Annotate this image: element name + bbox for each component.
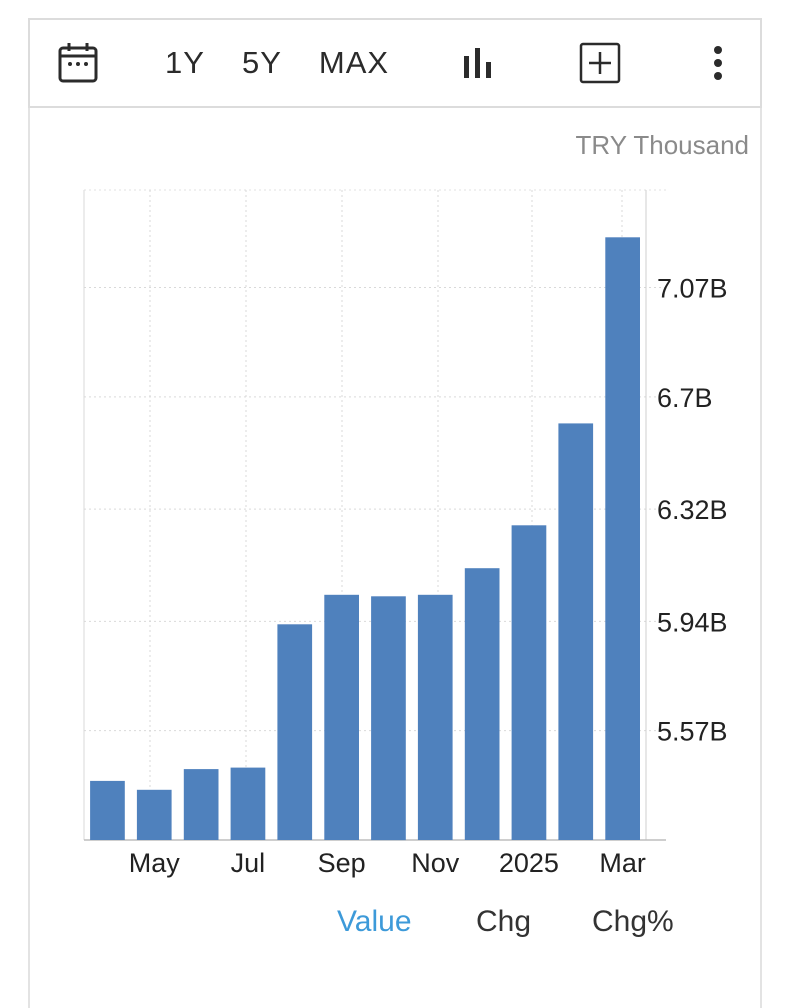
plus-box-icon[interactable] — [578, 20, 622, 106]
bars — [90, 237, 640, 841]
bar-dec-2024 — [464, 568, 500, 840]
bar-mar-2025 — [605, 237, 640, 841]
bar-chart-icon[interactable] — [458, 20, 498, 106]
bar-jul-2024 — [230, 767, 266, 840]
x-tick-label: May — [129, 848, 181, 878]
y-tick-label: 7.07B — [657, 274, 728, 304]
y-tick-label: 6.7B — [657, 383, 713, 413]
bar-apr-2024 — [90, 780, 125, 840]
bar-feb-2025 — [558, 423, 594, 840]
bar-oct-2024 — [371, 596, 406, 841]
x-axis-ticks: May Jul Sep Nov 2025 Mar — [129, 848, 646, 878]
tab-chg-percent[interactable]: Chg% — [592, 905, 674, 938]
bar-jan-2025 — [511, 525, 547, 840]
y-tick-label: 6.32B — [657, 495, 728, 525]
x-tick-label: 2025 — [499, 848, 559, 878]
unit-label: TRY Thousand — [575, 130, 749, 160]
x-tick-label: Mar — [599, 848, 646, 878]
tab-value[interactable]: Value — [337, 905, 412, 938]
y-tick-label: 5.94B — [657, 607, 728, 637]
bar-chart: 5.57B 5.94B 6.32B 6.7B 7.07B May Jul Sep Nov 202… — [83, 189, 728, 878]
range-1y-button[interactable]: 1Y — [165, 45, 205, 80]
y-axis-ticks: 5.57B 5.94B 6.32B 6.7B 7.07B — [657, 274, 728, 747]
bar-may-2024 — [136, 789, 172, 840]
bar-sep-2024 — [324, 594, 359, 840]
tab-chg[interactable]: Chg — [476, 905, 532, 938]
bar-nov-2024 — [417, 594, 453, 840]
more-vertical-icon[interactable] — [698, 20, 738, 106]
chart-toolbar: 1Y 5Y MAX — [28, 18, 762, 108]
x-tick-label: Nov — [411, 848, 460, 878]
calendar-icon[interactable] — [50, 20, 106, 106]
x-tick-label: Jul — [231, 848, 266, 878]
range-max-button[interactable]: MAX — [318, 45, 390, 80]
range-5y-button[interactable]: 5Y — [242, 45, 282, 80]
chart-card — [28, 18, 762, 1008]
value-tabs: Value Chg Chg% — [0, 905, 791, 965]
x-tick-label: Sep — [318, 848, 366, 878]
bar-aug-2024 — [277, 624, 313, 840]
y-tick-label: 5.57B — [657, 717, 728, 747]
bar-jun-2024 — [183, 769, 219, 840]
